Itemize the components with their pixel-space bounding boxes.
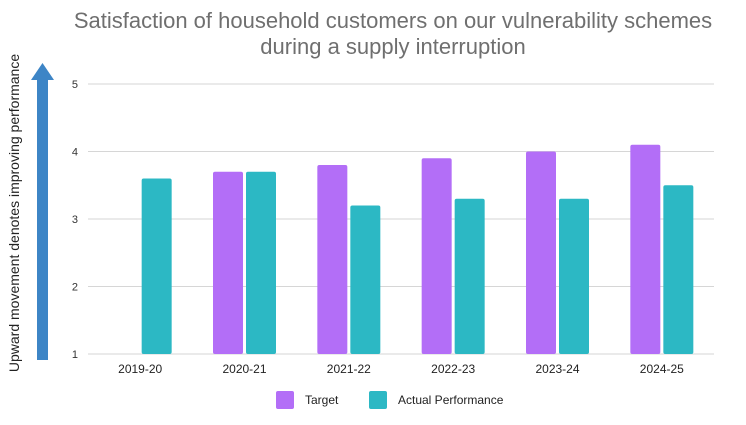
x-tick-label-2022-23: 2022-23 (431, 362, 475, 376)
y-tick-label-2: 2 (72, 282, 78, 294)
y-tick-label-3: 3 (72, 214, 78, 226)
up-arrow-icon (31, 63, 54, 80)
bar-actual-performance-2021-22 (350, 205, 381, 354)
legend: Target Actual Performance (0, 389, 746, 411)
bar-actual-performance-2022-23 (454, 198, 485, 354)
legend-item-target[interactable]: Target (276, 389, 338, 411)
chart-title: Satisfaction of household customers on o… (40, 8, 746, 60)
y-tick-label-1: 1 (72, 349, 78, 361)
x-tick-label-2021-22: 2021-22 (327, 362, 371, 376)
x-tick-label-2024-25: 2024-25 (640, 362, 684, 376)
bar-target-2023-24 (526, 151, 556, 354)
legend-label-actual-performance: Actual Performance (398, 393, 504, 407)
legend-swatch-target (276, 391, 294, 409)
chart-title-line-1: Satisfaction of household customers on o… (73, 8, 713, 33)
x-tick-label-2019-20: 2019-20 (118, 362, 162, 376)
x-tick-label-2020-21: 2020-21 (222, 362, 266, 376)
chart-title-line-2: during a supply interruption (260, 34, 526, 59)
bar-actual-performance-2019-20 (141, 178, 172, 354)
bar-actual-performance-2023-24 (559, 198, 589, 354)
bar-target-2021-22 (317, 165, 348, 354)
legend-swatch-actual-performance (369, 391, 387, 409)
up-arrow-shaft (37, 78, 48, 360)
y-tick-label-4: 4 (72, 147, 78, 159)
legend-item-actual-performance[interactable]: Actual Performance (369, 389, 503, 411)
x-tick-label-2023-24: 2023-24 (535, 362, 579, 376)
y-tick-label-5: 5 (72, 79, 78, 91)
legend-label-target: Target (305, 393, 339, 407)
bar-target-2022-23 (421, 158, 452, 354)
bar-target-2020-21 (213, 171, 243, 354)
bar-actual-performance-2020-21 (246, 171, 276, 354)
bar-target-2024-25 (630, 144, 661, 354)
bar-actual-performance-2024-25 (663, 185, 694, 354)
